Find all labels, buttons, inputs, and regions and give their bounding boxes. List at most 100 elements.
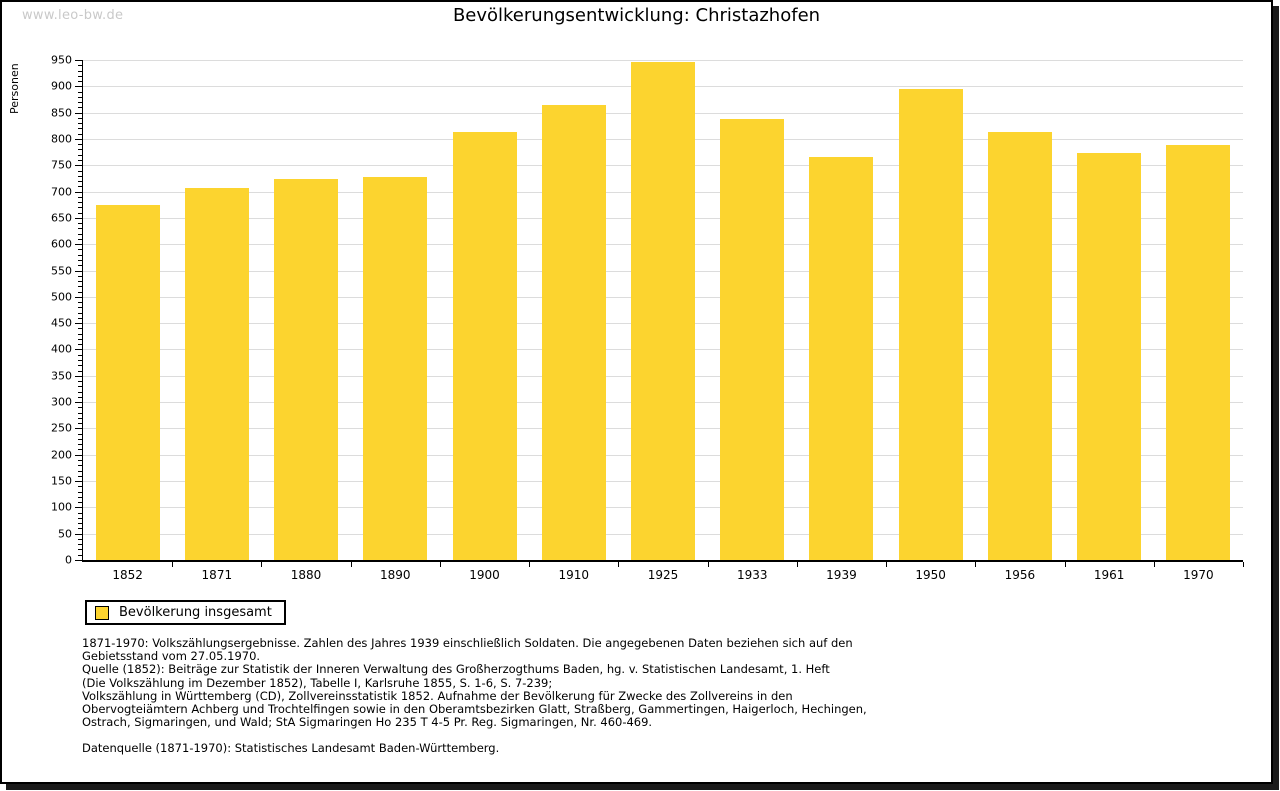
y-tick xyxy=(78,307,83,309)
y-tick xyxy=(78,81,83,83)
y-tick xyxy=(78,317,83,319)
y-tick-label: 50 xyxy=(58,527,72,541)
bar-1956 xyxy=(987,131,1052,560)
footer-line: Obervogteiämtern Achberg und Trochtelfin… xyxy=(82,702,867,717)
y-tick xyxy=(78,260,83,261)
y-tick xyxy=(78,291,83,293)
y-tick-label: 600 xyxy=(51,237,72,251)
y-tick-label: 0 xyxy=(65,553,72,567)
y-tick xyxy=(75,270,83,272)
bar-1910 xyxy=(541,105,606,560)
y-tick-label: 900 xyxy=(51,79,72,93)
y-tick xyxy=(78,496,83,498)
y-tick xyxy=(78,275,83,277)
y-tick xyxy=(75,402,83,404)
x-boundary-tick xyxy=(261,562,263,567)
y-axis-title: Personen xyxy=(8,63,21,114)
y-tick xyxy=(75,138,83,140)
y-gridline xyxy=(83,60,1243,61)
y-tick xyxy=(78,149,83,151)
bar-1925 xyxy=(631,62,695,560)
y-tick xyxy=(78,338,83,340)
y-tick xyxy=(78,302,83,304)
x-boundary-tick xyxy=(529,562,531,567)
y-tick xyxy=(75,428,83,430)
y-tick xyxy=(78,102,83,104)
x-tick-label: 1910 xyxy=(558,568,590,582)
y-tick-label: 800 xyxy=(51,132,72,146)
y-tick xyxy=(75,191,83,193)
y-tick xyxy=(78,517,83,519)
y-tick xyxy=(78,175,83,177)
x-boundary-tick xyxy=(350,562,352,567)
y-tick xyxy=(78,360,83,361)
x-boundary-tick xyxy=(439,562,441,567)
y-tick xyxy=(78,65,83,67)
y-tick-label: 450 xyxy=(51,316,72,330)
x-boundary-tick xyxy=(886,562,888,567)
y-tick-label: 250 xyxy=(51,421,72,435)
y-tick xyxy=(78,281,83,283)
y-tick xyxy=(78,144,83,146)
footer-line: Quelle (1852): Beiträge zur Statistik de… xyxy=(82,662,830,677)
y-tick xyxy=(75,560,83,561)
y-tick xyxy=(75,375,83,377)
x-tick-label: 1871 xyxy=(201,568,233,582)
y-tick xyxy=(78,107,83,109)
y-tick xyxy=(78,96,83,98)
y-tick-label: 550 xyxy=(51,264,72,278)
footer-line: (Die Volkszählung im Dezember 1852), Tab… xyxy=(82,675,553,690)
y-tick-label: 850 xyxy=(51,106,72,120)
y-tick xyxy=(78,444,83,446)
y-tick xyxy=(78,117,83,119)
y-tick xyxy=(78,196,83,198)
y-tick xyxy=(78,233,83,235)
footer-line: Volkszählung in Württemberg (CD), Zollve… xyxy=(82,688,793,703)
y-tick-label: 350 xyxy=(51,369,72,383)
y-tick xyxy=(78,312,83,314)
bar-1890 xyxy=(363,176,428,560)
y-tick xyxy=(78,491,83,493)
y-tick xyxy=(78,460,83,461)
y-tick xyxy=(78,475,83,477)
y-tick xyxy=(75,481,83,483)
x-boundary-tick xyxy=(707,562,709,567)
y-tick xyxy=(78,212,83,214)
watermark: www.leo-bw.de xyxy=(22,8,124,23)
y-tick-label: 300 xyxy=(51,395,72,409)
y-tick xyxy=(75,323,83,325)
y-tick-label: 100 xyxy=(51,500,72,514)
footer-line: 1871-1970: Volkszählungsergebnisse. Zahl… xyxy=(82,636,853,650)
x-boundary-tick xyxy=(975,562,977,567)
legend: Bevölkerung insgesamt xyxy=(85,600,286,625)
datasource-line: Datenquelle (1871-1970): Statistisches L… xyxy=(82,741,500,756)
y-tick-label: 950 xyxy=(51,53,72,67)
y-tick xyxy=(78,354,83,356)
y-tick xyxy=(78,381,83,383)
y-tick xyxy=(75,454,83,456)
y-tick xyxy=(75,533,83,535)
y-tick xyxy=(78,70,83,72)
y-tick xyxy=(78,254,83,256)
bar-1900 xyxy=(452,131,517,560)
x-tick-label: 1939 xyxy=(826,568,857,582)
y-tick-label: 500 xyxy=(51,290,72,304)
bar-1871 xyxy=(184,188,249,560)
y-tick-label: 200 xyxy=(51,448,72,462)
y-tick xyxy=(78,549,83,551)
y-tick xyxy=(78,207,83,209)
y-tick xyxy=(78,407,83,409)
y-tick xyxy=(75,112,83,114)
x-tick-label: 1890 xyxy=(380,568,411,582)
x-tick-label: 1852 xyxy=(112,568,143,582)
y-tick xyxy=(75,296,83,298)
y-tick-label: 650 xyxy=(51,211,72,225)
y-tick-label: 150 xyxy=(51,474,72,488)
y-tick xyxy=(78,202,83,204)
y-tick-label: 750 xyxy=(51,158,72,172)
y-tick xyxy=(78,438,83,440)
y-tick xyxy=(78,391,83,393)
bar-1961 xyxy=(1077,152,1142,560)
y-tick xyxy=(78,344,83,346)
